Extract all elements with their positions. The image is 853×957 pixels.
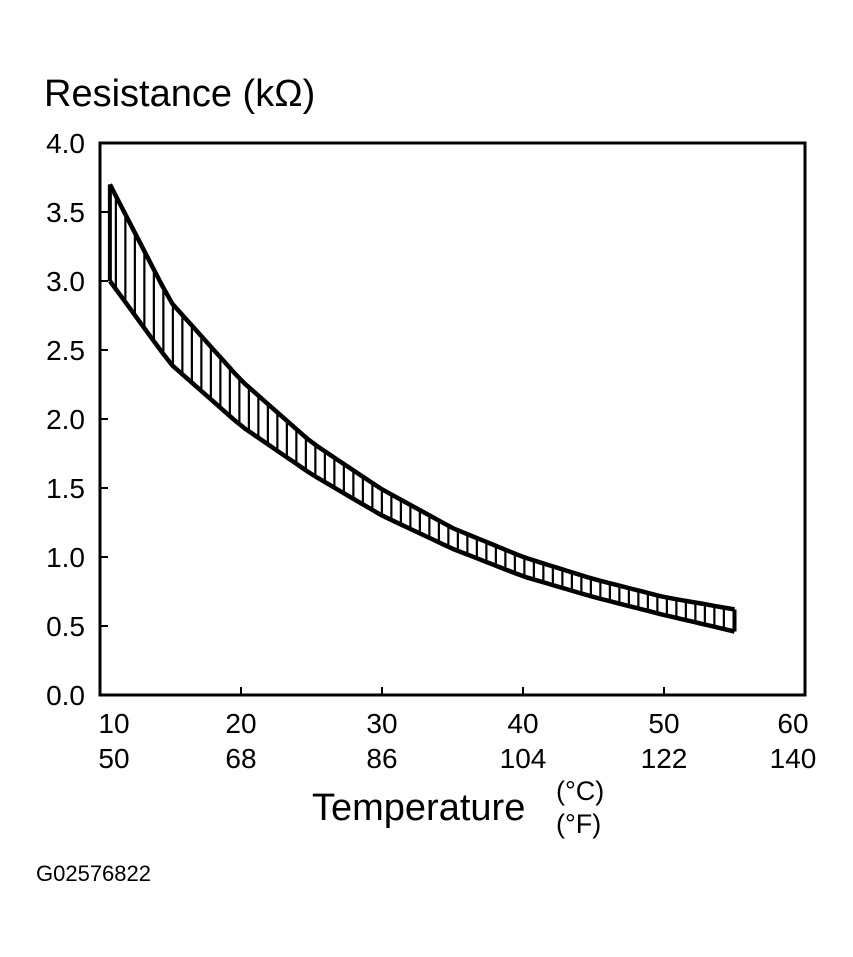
upper-limit-curve (107, 183, 735, 612)
y-tick-label: 0.5 (46, 611, 85, 642)
y-tick-label: 1.0 (46, 542, 85, 573)
x-tick-label-fahrenheit: 122 (641, 743, 688, 774)
x-axis-ticks: 10 50 20 68 30 86 40 104 50 122 60 140 (98, 687, 816, 774)
y-tick-label: 3.5 (46, 197, 85, 228)
x-tick-label-fahrenheit: 104 (500, 743, 547, 774)
x-tick-label-celsius: 50 (648, 708, 679, 739)
x-tick-label-celsius: 30 (366, 708, 397, 739)
figure-code: G02576822 (36, 861, 151, 886)
x-tick-label-celsius: 60 (777, 708, 808, 739)
y-tick-label: 3.0 (46, 266, 85, 297)
y-tick-label: 2.0 (46, 404, 85, 435)
plot-frame (98, 141, 807, 697)
lower-limit-curve (108, 279, 736, 634)
x-tick-label-fahrenheit: 86 (366, 743, 397, 774)
y-axis-title: Resistance (kΩ) (44, 73, 315, 115)
resistance-band (107, 183, 737, 634)
x-axis-title: Temperature (312, 787, 525, 829)
y-tick-label: 0.0 (46, 680, 85, 711)
x-unit-fahrenheit: (°F) (556, 809, 601, 839)
y-axis-ticks: 0.0 0.5 1.0 1.5 2.0 2.5 3.0 3.5 4.0 (46, 128, 108, 711)
x-tick-label-celsius: 10 (98, 708, 129, 739)
x-tick-label-celsius: 20 (225, 708, 256, 739)
x-unit-celsius: (°C) (556, 776, 604, 806)
x-tick-label-fahrenheit: 50 (98, 743, 129, 774)
x-tick-label-fahrenheit: 68 (225, 743, 256, 774)
y-tick-label: 2.5 (46, 335, 85, 366)
x-tick-label-fahrenheit: 140 (770, 743, 817, 774)
y-tick-label: 1.5 (46, 473, 85, 504)
x-tick-label-celsius: 40 (507, 708, 538, 739)
y-tick-label: 4.0 (46, 128, 85, 159)
